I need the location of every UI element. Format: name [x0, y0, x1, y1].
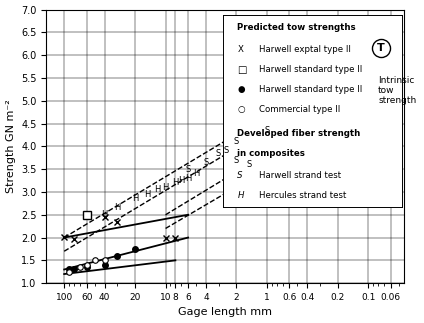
Text: H: H	[101, 210, 108, 219]
Text: H: H	[178, 176, 184, 185]
Text: S: S	[264, 126, 270, 135]
Text: H: H	[145, 190, 151, 199]
Text: S: S	[224, 146, 229, 155]
X-axis label: Gage length mm: Gage length mm	[178, 307, 272, 318]
Text: S: S	[234, 137, 239, 146]
Text: H: H	[114, 203, 120, 213]
Text: H: H	[185, 174, 191, 183]
Text: T: T	[377, 43, 385, 53]
Text: H: H	[172, 178, 179, 187]
Text: S: S	[246, 160, 252, 169]
Text: H: H	[162, 183, 169, 192]
Text: H: H	[154, 185, 161, 194]
Text: H: H	[132, 194, 138, 203]
Text: S: S	[216, 149, 221, 158]
Text: Intrinsic
tow
strength: Intrinsic tow strength	[378, 76, 416, 106]
Text: H: H	[193, 169, 199, 178]
Text: S: S	[185, 165, 191, 174]
Y-axis label: Strength GN m⁻²: Strength GN m⁻²	[6, 99, 16, 193]
Text: S: S	[203, 158, 209, 167]
Text: S: S	[234, 156, 239, 164]
